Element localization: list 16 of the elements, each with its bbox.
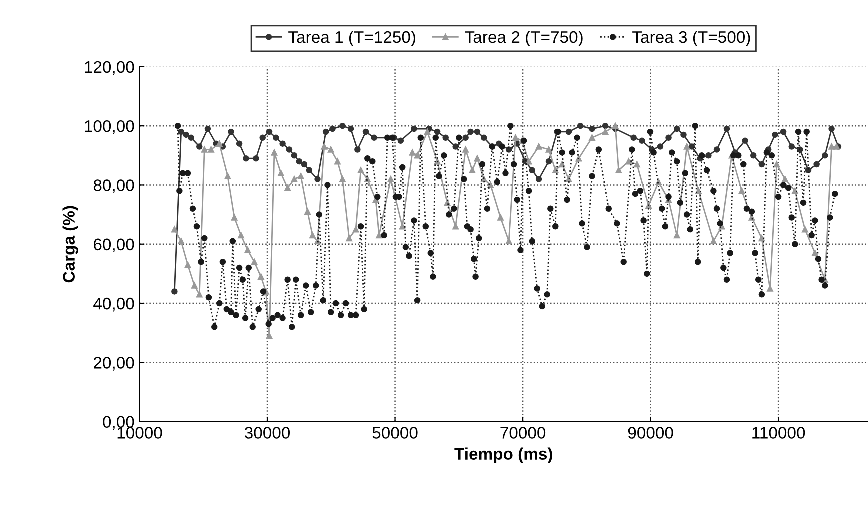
y-tick-label: 60,00 [94,238,134,253]
x-tick-label: 70000 [500,427,546,439]
y-tick-label: 80,00 [94,180,134,194]
y-tick-label: 120,00 [85,61,134,76]
x-tick-label: 50000 [372,427,418,439]
y-tick-label: 100,00 [85,120,134,134]
x-tick-label: 30000 [244,427,290,439]
legend-label: Tarea 1 (T=1250) [288,30,416,46]
x-axis-title: Tiempo (ms) [454,448,552,464]
y-axis-title: Carga (%) [62,206,78,283]
y-tick-label: 20,00 [94,357,134,371]
x-tick-label: 90000 [628,427,674,439]
legend-label: Tarea 3 (T=500) [632,30,750,46]
x-tick-label: 110000 [752,427,806,439]
y-tick-label: 40,00 [94,298,134,312]
legend-label: Tarea 2 (T=750) [465,30,583,46]
